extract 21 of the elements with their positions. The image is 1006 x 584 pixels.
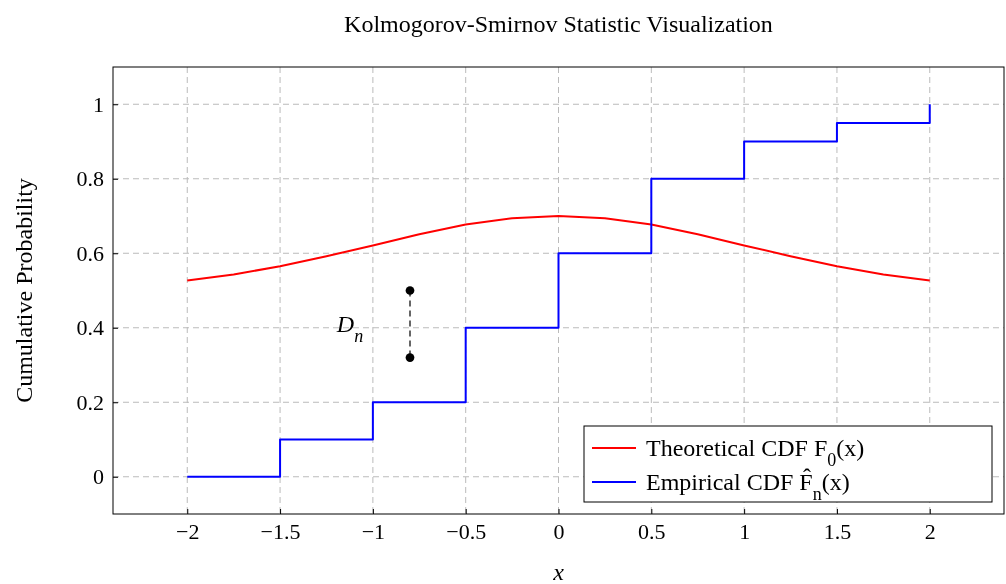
x-tick-label: 0.5: [638, 518, 666, 544]
x-axis-title: x: [552, 559, 565, 584]
x-tick-label: −0.5: [446, 518, 487, 544]
y-tick-label: 0.4: [76, 315, 104, 341]
y-tick-label: 0.8: [76, 166, 104, 192]
x-tick-label: 2: [924, 518, 936, 544]
y-tick-label: 1: [93, 91, 104, 117]
x-tick-label: −2: [176, 518, 200, 544]
y-axis-title: Cumulative Probability: [11, 178, 37, 403]
annotation: D$_{n}$: [335, 311, 364, 347]
y-tick-label: 0.2: [76, 389, 104, 415]
x-tick-label: −1: [361, 518, 386, 544]
x-tick-label: 1: [739, 518, 751, 544]
y-tick-label: 0: [93, 464, 104, 490]
y-tick-label: 0.6: [76, 240, 104, 266]
chart-title: Kolmogorov-Smirnov Statistic Visualization: [344, 11, 773, 37]
x-tick-label: 0: [553, 518, 565, 544]
line-series: [186, 215, 931, 282]
x-tick-label: 1.5: [823, 518, 852, 544]
x-tick-label: −1.5: [260, 518, 301, 544]
legend-label: Empirical CDF F̂$_{n}$(x): [646, 468, 850, 504]
